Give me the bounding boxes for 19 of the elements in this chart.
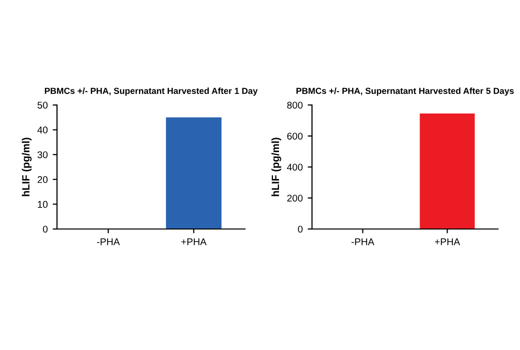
y-tick-label: 0 [298, 226, 303, 233]
y-tick-label: 200 [287, 194, 303, 202]
chart-title: PBMCs +/- PHA, Supernatant Harvested After 5 Days [296, 88, 514, 96]
y-tick-label: 30 [38, 151, 48, 158]
x-tick-label: -PHA [352, 238, 374, 246]
x-tick-label: -PHA [97, 238, 120, 246]
y-tick-label: 10 [38, 200, 48, 208]
y-axis-title: hLIF (pg/ml) [271, 138, 282, 196]
y-tick-label: 600 [287, 132, 303, 140]
chart-title: PBMCs +/- PHA, Supernatant Harvested After 1 Day [44, 88, 258, 96]
x-tick-label: +PHA [181, 238, 207, 246]
y-axis-title: hLIF (pg/ml) [22, 138, 32, 196]
y-tick-label: 400 [286, 164, 303, 171]
y-tick-label: 800 [287, 102, 303, 109]
y-tick-label: 40 [37, 126, 48, 134]
x-tick-label: +PHA [434, 238, 460, 246]
y-tick-label: 20 [38, 176, 48, 184]
y-tick-label: 0 [42, 226, 48, 233]
y-tick-label: 50 [38, 102, 48, 109]
